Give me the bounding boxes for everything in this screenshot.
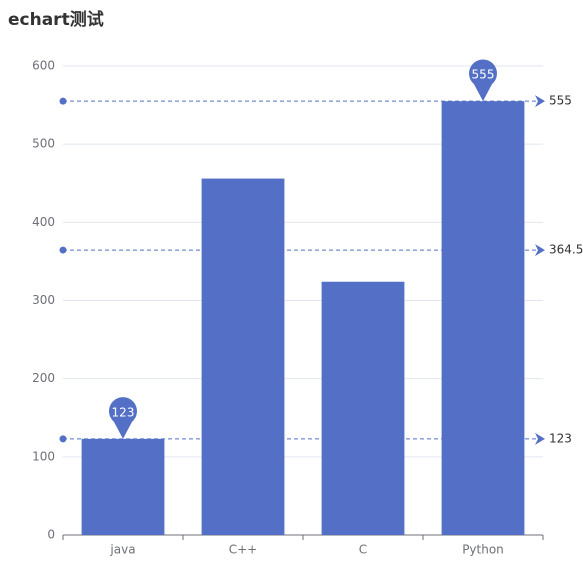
mark-line-arrow	[535, 432, 545, 445]
x-tick-label: C	[359, 543, 367, 557]
mark-point	[469, 59, 497, 102]
mark-line-label: 555	[549, 94, 572, 108]
y-tick-label: 200	[32, 371, 55, 385]
mark-point-label: 555	[472, 68, 495, 82]
x-tick-label: Python	[462, 543, 504, 557]
mark-line-label: 364.5	[549, 243, 583, 257]
mark-point	[109, 397, 138, 439]
y-tick-label: 500	[32, 137, 55, 151]
x-tick-label: C++	[229, 543, 258, 557]
bar	[441, 101, 525, 536]
y-tick-label: 600	[32, 59, 55, 73]
mark-line-start	[59, 97, 67, 105]
mark-line-start	[59, 435, 67, 443]
y-tick-label: 0	[47, 528, 55, 542]
chart-title: echart测试	[8, 9, 104, 30]
mark-line-label: 123	[549, 431, 572, 445]
bar	[81, 438, 165, 535]
mark-line-arrow	[535, 95, 545, 108]
x-tick-label: java	[109, 543, 135, 557]
bar	[201, 178, 285, 535]
mark-point-label: 123	[112, 405, 135, 419]
mark-line-start	[59, 246, 67, 254]
bar	[321, 281, 405, 535]
y-tick-label: 400	[32, 215, 55, 229]
mark-line-arrow	[535, 244, 545, 257]
y-tick-label: 100	[32, 449, 55, 463]
y-tick-label: 300	[32, 293, 55, 307]
